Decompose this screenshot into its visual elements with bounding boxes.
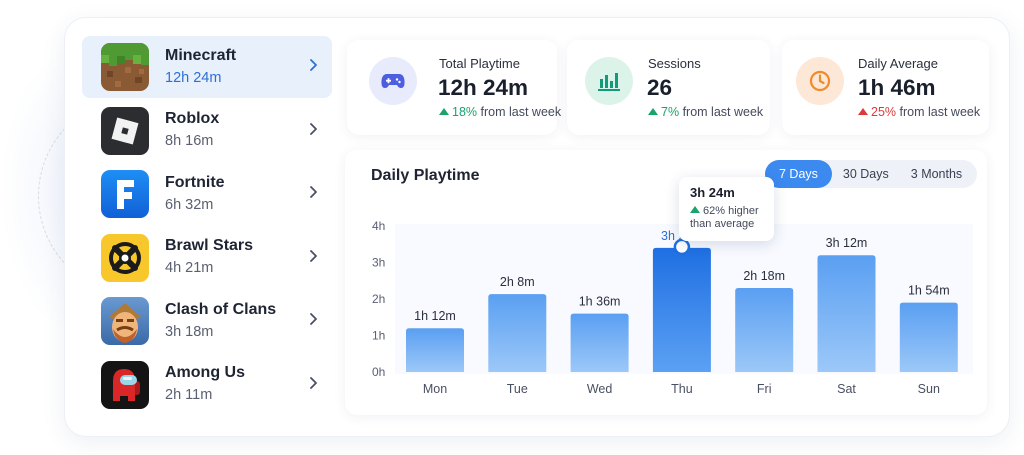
chart-title: Daily Playtime [371,167,480,184]
x-tick-label: Thu [671,382,693,396]
chevron-right-icon [310,59,317,71]
game-item-brawl-stars[interactable]: Brawl Stars 4h 21m [82,227,332,289]
game-item-roblox[interactable]: Roblox 8h 16m [82,100,332,162]
chevron-right-icon [310,122,317,135]
game-name: Roblox [165,110,220,128]
stat-label: Total Playtime [439,56,520,71]
game-time: 2h 11m [165,387,213,404]
game-item-minecraft[interactable]: Minecraft 12h 24m [82,36,332,98]
arrow-up-icon [690,206,700,213]
game-item-clash-of-clans[interactable]: Clash of Clans 3h 18m [82,290,332,352]
y-tick-label: 2h [372,292,385,306]
bar-chart-icon [585,57,633,105]
y-tick-label: 1h [372,329,385,343]
stat-change-pct: 25% [871,105,897,119]
y-tick-label: 3h [372,256,385,270]
gamepad-icon [369,57,417,105]
stat-value: 12h 24m [438,75,529,100]
bar-wed[interactable] [570,313,629,372]
game-time: 4h 21m [165,260,214,277]
tab-30-days[interactable]: 30 Days [842,167,889,181]
stat-value: 1h 46m [858,75,936,100]
bar-tue[interactable] [488,294,547,372]
tab-7-days[interactable]: 7 Days [765,160,832,188]
tooltip-line-2: than average [690,218,755,230]
stat-change-pct: 7% [661,105,680,119]
game-item-fortnite[interactable]: Fortnite 6h 32m [82,163,332,225]
game-list: Minecraft 12h 24m Roblox 8h 16m Fortnite… [82,36,332,418]
x-tick-label: Mon [423,382,447,396]
chevron-right-icon [310,186,317,199]
stat-card-sessions: Sessions 26 7% from last week [567,40,770,135]
game-name: Fortnite [165,173,225,191]
tooltip-line-1: 62% higher [703,205,759,217]
fortnite-icon [101,170,149,219]
roblox-icon [101,106,149,155]
bar-sat[interactable] [817,255,876,372]
bar-value-label: 1h 54m [908,284,950,298]
bar-value-label: 1h 12m [414,309,456,323]
arrow-up-icon [439,108,449,115]
x-tick-label: Tue [507,382,528,396]
x-tick-label: Wed [587,382,613,396]
bar-fri[interactable] [735,288,794,372]
arrow-up-icon [858,108,868,115]
bar-value-label: 2h 8m [500,275,535,289]
x-tick-label: Sat [837,382,856,396]
stat-change-pct: 18% [452,105,478,119]
chart-tooltip: 3h 24m 62% higher than average [679,177,774,241]
chevron-right-icon [310,249,317,262]
tab-3-months[interactable]: 3 Months [910,167,963,181]
bar-sun[interactable] [899,302,958,372]
y-tick-label: 4h [372,219,385,233]
minecraft-icon [101,43,149,91]
stat-change: 18% from last week [439,105,561,119]
among-us-icon [101,360,149,409]
bar-value-label: 3h 12m [826,236,868,250]
stat-label: Sessions [648,56,701,71]
game-time: 6h 32m [165,196,214,213]
range-tabs: 7 Days 30 Days 3 Months [765,160,977,188]
clock-icon [796,57,844,105]
stat-value: 26 [647,75,673,100]
game-name: Clash of Clans [165,300,277,318]
stat-change-suffix: from last week [682,105,764,119]
brawl-stars-icon [101,233,149,282]
bar-value-label: 1h 36m [579,295,621,309]
stat-card-daily-average: Daily Average 1h 46m 25% from last week [782,40,989,135]
game-time: 8h 16m [165,133,214,150]
stat-label: Daily Average [858,56,938,71]
bar-thu[interactable] [652,247,711,372]
game-name: Brawl Stars [165,237,254,255]
game-item-among-us[interactable]: Among Us 2h 11m [82,354,332,416]
stat-change: 7% from last week [648,105,763,119]
game-name: Among Us [165,364,245,382]
y-tick-label: 0h [372,365,385,379]
game-time: 12h 24m [165,69,222,86]
bar-mon[interactable] [406,328,464,372]
stat-change: 25% from last week [858,105,980,119]
clash-of-clans-icon [101,297,149,346]
game-time: 3h 18m [165,323,214,340]
game-name: Minecraft [165,46,237,64]
chevron-right-icon [310,313,317,326]
tooltip-text: 62% higher than average [690,205,763,231]
x-tick-label: Fri [757,382,772,396]
chevron-right-icon [310,377,317,389]
x-tick-label: Sun [918,382,940,396]
stat-card-total-playtime: Total Playtime 12h 24m 18% from last wee… [347,40,561,135]
tooltip-title: 3h 24m [690,185,735,200]
stat-change-suffix: from last week [899,105,981,119]
highlight-marker[interactable] [673,238,691,256]
bar-value-label: 2h 18m [743,269,785,283]
stat-change-suffix: from last week [480,105,562,119]
arrow-up-icon [648,108,658,115]
